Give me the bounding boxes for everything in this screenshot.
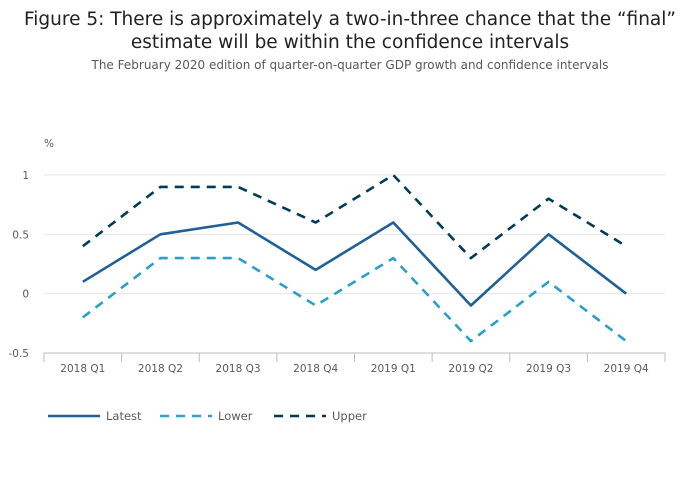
y-tick-label: 0 xyxy=(22,289,29,301)
series-line-upper xyxy=(82,173,627,260)
x-tick-label: 2018 Q4 xyxy=(293,363,338,375)
x-tick-label: 2018 Q1 xyxy=(60,363,105,375)
chart-subtitle: The February 2020 edition of quarter-on-… xyxy=(91,58,609,72)
y-tick-label: 0.5 xyxy=(12,229,29,241)
y-axis-label: % xyxy=(44,138,54,150)
grid-lines xyxy=(44,174,665,295)
chart-title: Figure 5: There is approximately a two-i… xyxy=(0,8,700,54)
series-lines xyxy=(82,173,627,343)
y-axis-ticks: 1 0.5 0 -0.5 xyxy=(9,170,30,360)
y-tick-label: 1 xyxy=(22,170,29,182)
x-tick-label: 2018 Q3 xyxy=(216,363,261,375)
chart-title-line-1: Figure 5: There is approximately a two-i… xyxy=(23,9,676,30)
y-tick-label: -0.5 xyxy=(9,348,30,360)
x-tick-label: 2019 Q1 xyxy=(371,363,416,375)
legend: Latest Lower Upper xyxy=(48,409,367,423)
x-tick-label: 2019 Q4 xyxy=(604,363,649,375)
x-tick-label: 2019 Q3 xyxy=(526,363,571,375)
x-tick-label: 2018 Q2 xyxy=(138,363,183,375)
series-line-lower xyxy=(82,256,627,343)
x-axis: 2018 Q1 2018 Q2 2018 Q3 2018 Q4 2019 Q1 2019 … xyxy=(43,352,666,375)
x-tick-label: 2019 Q2 xyxy=(448,363,493,375)
legend-label-lower: Lower xyxy=(218,409,253,423)
legend-label-latest: Latest xyxy=(106,409,142,423)
series-line-latest xyxy=(82,221,627,307)
legend-label-upper: Upper xyxy=(332,409,367,423)
chart-title-line-2: estimate will be within the confidence i… xyxy=(130,32,570,53)
